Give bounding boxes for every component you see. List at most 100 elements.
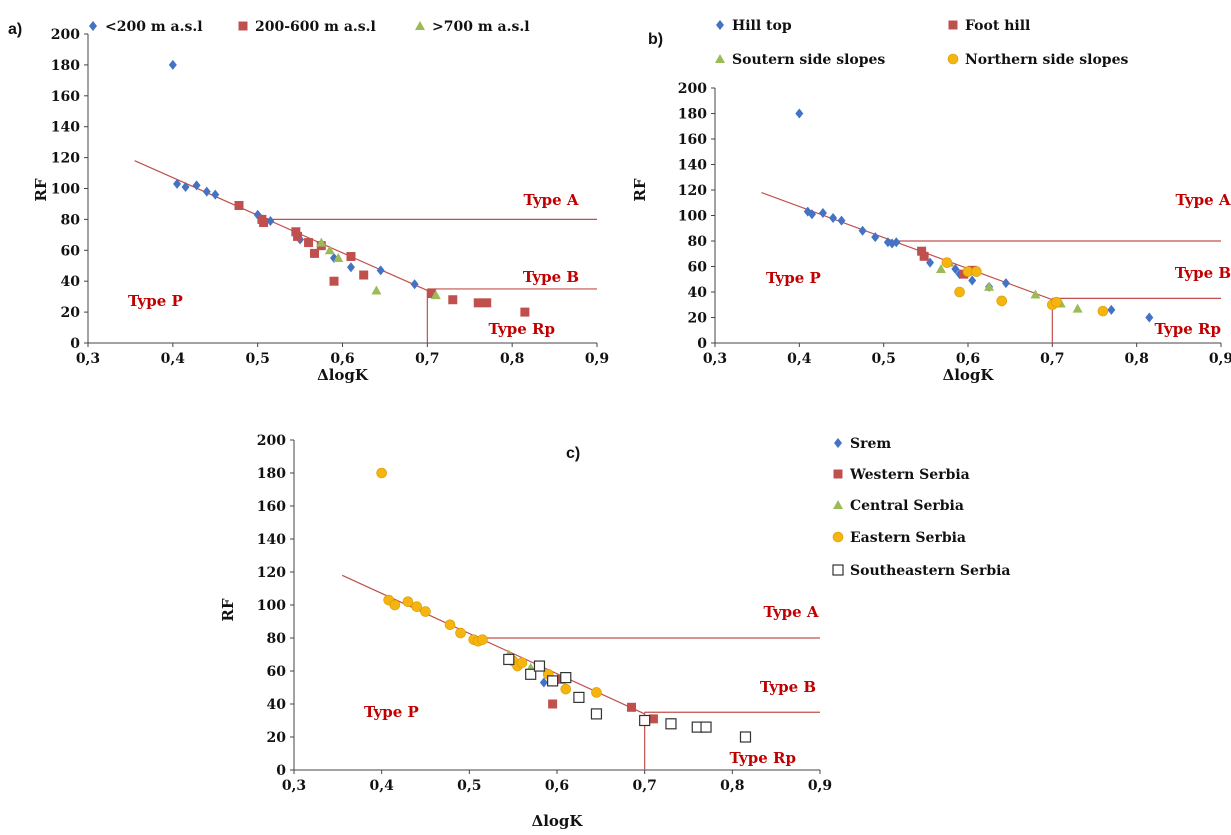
data-point [795,108,804,119]
y-axis-label: RF [32,178,50,201]
legend-label: Eastern Serbia [850,530,966,546]
data-point [448,295,458,305]
data-point [389,599,401,611]
data-point [346,251,356,261]
legend-marker [832,564,844,576]
data-point [818,207,827,218]
legend-label: 200-600 m a.s.l [255,19,376,35]
x-tick-label: 0,9 [585,351,609,367]
type-rp-label: Type Rp [730,749,796,767]
data-point [871,232,880,243]
data-point [971,266,982,277]
legend-item: Central Serbia [833,498,964,514]
y-tick-label: 120 [51,151,80,167]
data-point [837,215,846,226]
data-point [482,298,492,308]
x-tick-label: 0,6 [330,351,354,367]
x-tick-label: 0,4 [787,351,812,367]
legend-item: Hill top [716,18,792,34]
data-point [316,237,327,247]
legend-label: Southeastern Serbia [850,563,1011,579]
y-tick-label: 60 [267,664,287,680]
series-open-square [503,653,752,743]
legend-marker [89,21,97,31]
y-tick-label: 200 [678,81,707,97]
data-point [503,653,515,666]
data-point [293,231,303,241]
type-b-label: Type B [523,268,579,286]
data-point [402,596,414,608]
x-axis-label: ΔlogK [943,366,995,384]
data-point [376,467,387,479]
x-tick-label: 0,9 [1209,351,1231,367]
y-tick-label: 20 [267,730,287,746]
y-tick-label: 60 [688,260,708,276]
legend-item: Southeastern Serbia [832,563,1011,579]
legend-marker [716,20,724,30]
x-tick-label: 0,7 [1040,351,1064,367]
type-a-label: Type A [523,191,578,209]
panel-label: b) [648,31,663,48]
data-point [410,279,419,290]
legend-label: Srem [850,436,891,452]
chart-panel-a: a) 0 20 40 60 80 100 120 140 160 180 200 0,3 0,4 0,5 0,… [8,19,609,384]
series-triangle [316,237,441,300]
data-point [346,262,355,273]
chart-panel-b: b) 0 20 40 60 80 100 120 140 160 180 200 0,3 0,4 0,5 0,… [631,18,1231,384]
data-point [473,298,483,308]
data-point [291,227,301,237]
data-point [591,687,602,698]
y-tick-label: 0 [697,336,707,352]
y-tick-label: 140 [257,532,286,548]
data-point [411,601,423,612]
data-point [1107,304,1116,315]
x-tick-label: 0,5 [871,351,895,367]
y-tick-label: 40 [688,285,708,301]
legend-item: <200 m a.s.l [89,19,203,35]
x-tick-label: 0,8 [720,778,744,794]
legend-item: Soutern side slopes [715,52,885,68]
data-point [455,627,466,639]
data-point [430,290,441,300]
data-point [376,265,385,276]
data-point [516,657,528,669]
y-tick-label: 160 [257,499,286,515]
y-tick-label: 120 [257,565,286,581]
data-point [333,253,344,263]
y-tick-label: 160 [678,132,707,148]
y-tick-label: 180 [678,107,707,123]
legend-item: Western Serbia [833,467,970,483]
data-point [304,238,314,248]
legend-label: Foot hill [965,18,1030,34]
data-point [211,189,220,200]
y-axis-label: RF [631,178,649,201]
legend-item: 200-600 m a.s.l [238,19,376,35]
data-point [700,721,712,733]
data-point [984,281,995,291]
y-axis-label: RF [219,598,237,621]
x-tick-label: 0,5 [245,351,269,367]
y-tick-label: 0 [276,763,286,779]
data-point [665,718,677,730]
legend-marker [833,469,843,479]
legend-item: >700 m a.s.l [415,19,530,35]
y-tick-label: 120 [678,183,707,199]
data-point [173,178,182,189]
x-tick-label: 0,6 [545,778,569,794]
x-tick-label: 0,3 [703,351,727,367]
panel-label: a) [8,21,22,38]
data-point [996,295,1008,307]
legend-item: Foot hill [948,18,1030,34]
legend-marker [715,54,725,63]
y-tick-label: 100 [51,182,80,198]
series-square [234,200,530,317]
type-b-label: Type B [1175,264,1231,282]
x-tick-label: 0,3 [282,778,306,794]
data-point [259,217,269,227]
legend-marker [948,20,958,30]
legend-marker [947,53,959,65]
series-diamond [795,108,1154,323]
type-rp-label: Type Rp [489,320,555,338]
data-point [1072,303,1083,313]
x-axis-label: ΔlogK [317,366,369,384]
